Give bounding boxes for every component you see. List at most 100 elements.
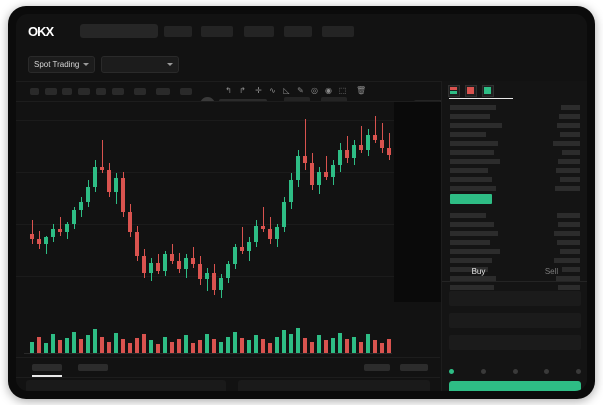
orderbook-row-value: [556, 276, 580, 281]
asks-depth-icon[interactable]: [465, 85, 477, 97]
tab-positions[interactable]: [364, 364, 390, 371]
orderbook-row[interactable]: [450, 258, 492, 263]
orderbook-row[interactable]: [450, 177, 492, 182]
slider-step-100[interactable]: [576, 369, 581, 374]
candle-body: [282, 201, 286, 228]
lock-icon[interactable]: ⬚: [338, 86, 347, 95]
orderbook-row[interactable]: [450, 267, 488, 272]
orderbook-row[interactable]: [450, 240, 490, 245]
candle-body: [142, 255, 146, 273]
candle: [296, 102, 300, 312]
chart-type-select[interactable]: [134, 88, 146, 95]
tab-buy[interactable]: Buy: [471, 267, 486, 276]
tab-open-orders[interactable]: [32, 364, 62, 371]
settings-button[interactable]: [180, 88, 192, 95]
volume-bar: [366, 334, 370, 354]
candle-body: [310, 163, 314, 186]
magnet-icon[interactable]: ◎: [311, 86, 318, 95]
orderbook-row[interactable]: [450, 141, 498, 146]
gridline: [16, 172, 440, 173]
orderbook-row[interactable]: [450, 168, 488, 173]
orderbook-row[interactable]: [450, 159, 500, 164]
orderbook-row-value: [560, 132, 580, 137]
trading-mode-select[interactable]: Spot Trading: [28, 56, 96, 73]
volume-bar: [128, 342, 132, 354]
orderbook-row[interactable]: [450, 105, 496, 110]
candle-wick: [31, 220, 33, 245]
crosshair-icon[interactable]: ✛: [255, 86, 262, 95]
candle: [100, 102, 104, 312]
candle: [44, 102, 48, 312]
interval-1m[interactable]: [30, 88, 39, 95]
orderbook-row[interactable]: [450, 123, 502, 128]
candle: [317, 102, 321, 312]
interval-5m[interactable]: [45, 88, 57, 95]
candle-body: [156, 262, 160, 272]
indicators-button[interactable]: [156, 88, 170, 95]
slider-step-50[interactable]: [512, 369, 518, 374]
slider-step-75[interactable]: [544, 369, 550, 374]
tab-order-history[interactable]: [78, 364, 108, 371]
candle-body: [121, 178, 125, 213]
nav-item-earn[interactable]: [322, 26, 354, 37]
order-book-panel: Buy Sell: [441, 81, 587, 391]
amount-slider[interactable]: [449, 369, 581, 374]
orderbook-row[interactable]: [450, 249, 500, 254]
orderbook-row[interactable]: [450, 150, 494, 155]
orderbook-row[interactable]: [450, 276, 496, 281]
slider-step-0[interactable]: [449, 369, 454, 374]
candle-body: [44, 237, 48, 245]
both-depth-icon[interactable]: [448, 85, 460, 97]
trendline-icon[interactable]: ∿: [269, 86, 276, 95]
candle-body: [72, 210, 76, 224]
brush-icon[interactable]: ✎: [297, 86, 304, 95]
tab-sell[interactable]: Sell: [544, 267, 559, 276]
candle: [331, 102, 335, 312]
volume-bar: [289, 334, 293, 354]
price-chart[interactable]: [16, 102, 440, 312]
orderbook-row-value: [560, 249, 580, 254]
candle-wick: [374, 116, 376, 143]
candle: [191, 102, 195, 312]
okx-logo-text: OKX: [28, 24, 54, 39]
candle-body: [205, 272, 209, 280]
undo-icon[interactable]: ↰: [225, 86, 232, 95]
candle-body: [226, 264, 230, 278]
eye-icon[interactable]: ◉: [325, 86, 332, 95]
orderbook-row[interactable]: [450, 132, 486, 137]
volume-bar: [317, 335, 321, 354]
okx-logo[interactable]: OKX: [28, 24, 70, 39]
trading-pair-select[interactable]: [101, 56, 179, 73]
amount-input[interactable]: [449, 335, 581, 350]
search-input[interactable]: [80, 24, 158, 38]
chevron-down-icon: [167, 63, 173, 66]
trash-icon[interactable]: 🗑: [356, 86, 367, 95]
candle-body: [261, 225, 265, 229]
volume-bar: [86, 335, 90, 354]
interval-4h[interactable]: [96, 88, 106, 95]
ruler-icon[interactable]: ◺: [283, 86, 290, 95]
orderbook-row[interactable]: [450, 285, 494, 290]
orderbook-row[interactable]: [450, 186, 496, 191]
order-type-select[interactable]: [449, 291, 581, 306]
tab-assets[interactable]: [400, 364, 428, 371]
orderbook-row[interactable]: [450, 114, 490, 119]
candle: [240, 102, 244, 312]
nav-item-trade[interactable]: [244, 26, 274, 37]
interval-1d[interactable]: [112, 88, 124, 95]
slider-step-25[interactable]: [480, 369, 486, 374]
place-buy-order-button[interactable]: [449, 381, 581, 391]
price-input[interactable]: [449, 313, 581, 328]
nav-item-markets[interactable]: [201, 26, 233, 37]
redo-icon[interactable]: ↱: [239, 86, 246, 95]
nav-item-buy-crypto[interactable]: [164, 26, 192, 37]
orderbook-row[interactable]: [450, 222, 494, 227]
candle: [387, 102, 391, 312]
volume-bar: [296, 328, 300, 354]
nav-item-derivatives[interactable]: [284, 26, 312, 37]
interval-15m[interactable]: [62, 88, 72, 95]
orderbook-row[interactable]: [450, 213, 486, 218]
orderbook-row[interactable]: [450, 231, 498, 236]
bids-depth-icon[interactable]: [482, 85, 494, 97]
interval-1h[interactable]: [78, 88, 90, 95]
